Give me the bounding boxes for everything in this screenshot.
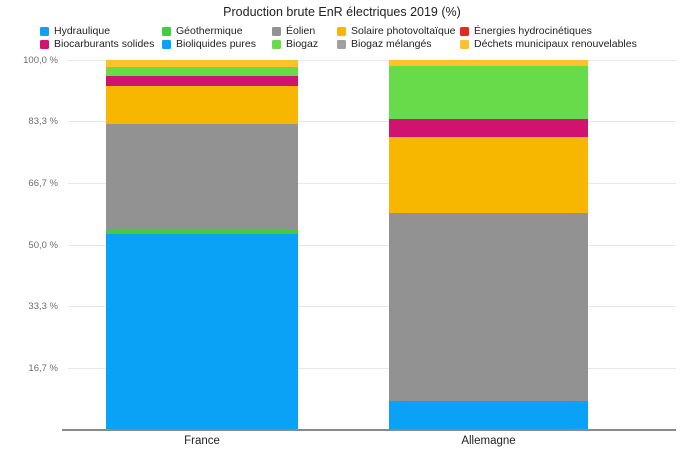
legend-label: Biogaz mélangés [351,38,432,50]
legend-label: Énergies hydrocinétiques [474,25,592,37]
x-axis-line [62,429,676,431]
y-axis-tick-label: 66,7 % [28,177,58,189]
chart-legend: Hydraulique Biocarburants solides Géotherm… [0,26,684,52]
legend-swatch-eolien [272,26,281,36]
segment-allemagne-biocarburants-solides [389,119,588,138]
legend-item-biogaz-melanges: Biogaz mélangés [337,39,456,49]
y-axis-tick-label: 50,0 % [28,239,58,251]
legend-item-geothermique: Géothermique [162,26,256,36]
bar-france [106,60,298,430]
legend-swatch-solaire-photovoltaique [337,26,346,36]
legend-item-biogaz: Biogaz [272,39,318,49]
segment-allemagne-biogaz [389,66,588,120]
segment-allemagne-hydraulique [389,401,588,430]
legend-swatch-biogaz [272,39,281,49]
legend-item-dechets-municipaux-renouvelables: Déchets municipaux renouvelables [460,39,637,49]
legend-label: Éolien [286,25,316,37]
legend-item-hydraulique: Hydraulique [40,26,154,36]
bar-allemagne [389,60,588,430]
legend-swatch-hydraulique [40,26,49,36]
gridline [68,121,676,123]
legend-label: Solaire photovoltaïque [351,25,456,37]
segment-france-biogaz [106,67,298,77]
legend-label: Biocarburants solides [54,38,155,50]
legend-label: Biogaz [286,38,319,50]
y-axis-tick-label: 100,0 % [23,54,58,66]
gridline [68,59,676,61]
legend-swatch-geothermique [162,26,171,36]
legend-column: Éolien Biogaz [272,26,318,49]
segment-france-solaire-photovoltaique [106,86,298,125]
segment-france-hydraulique [106,233,298,430]
legend-item-eolien: Éolien [272,26,318,36]
legend-column: Hydraulique Biocarburants solides [40,26,154,49]
legend-item-biocarburants-solides: Biocarburants solides [40,39,154,49]
segment-france-eolien [106,124,298,230]
y-axis-tick-label: 83,3 % [28,116,58,128]
x-axis-label-allemagne: Allemagne [461,435,516,447]
legend-label: Déchets municipaux renouvelables [474,38,637,50]
legend-swatch-energies-hydrocinetiques [460,26,469,36]
legend-item-bioliquides-pures: Bioliquides pures [162,39,256,49]
y-axis-tick-label: 16,7 % [28,362,58,374]
legend-label: Bioliquides pures [176,38,256,50]
y-axis-tick-label: 33,3 % [28,301,58,313]
segment-allemagne-eolien [389,213,588,402]
legend-swatch-biogaz-melanges [337,39,346,49]
legend-item-energies-hydrocinetiques: Énergies hydrocinétiques [460,26,637,36]
segment-allemagne-dechets-municipaux-renouvelables [389,60,588,67]
segment-france-geothermique [106,229,298,234]
legend-column: Géothermique Bioliquides pures [162,26,256,49]
legend-item-solaire-photovoltaique: Solaire photovoltaïque [337,26,456,36]
segment-allemagne-solaire-photovoltaique [389,137,588,214]
legend-label: Géothermique [176,25,243,37]
legend-swatch-dechets-municipaux-renouvelables [460,39,469,49]
gridline [68,244,676,246]
legend-column: Solaire photovoltaïque Biogaz mélangés [337,26,456,49]
x-axis-label-france: France [184,435,220,447]
legend-column: Énergies hydrocinétiques Déchets municipa… [460,26,637,49]
legend-swatch-bioliquides-pures [162,39,171,49]
legend-swatch-biocarburants-solides [40,39,49,49]
gridline [68,367,676,369]
legend-label: Hydraulique [54,25,111,37]
gridline [68,306,676,308]
segment-france-dechets-municipaux-renouvelables [106,60,298,68]
gridline [68,182,676,184]
chart-title: Production brute EnR électriques 2019 (%… [223,5,461,19]
segment-france-biocarburants-solides [106,76,298,87]
